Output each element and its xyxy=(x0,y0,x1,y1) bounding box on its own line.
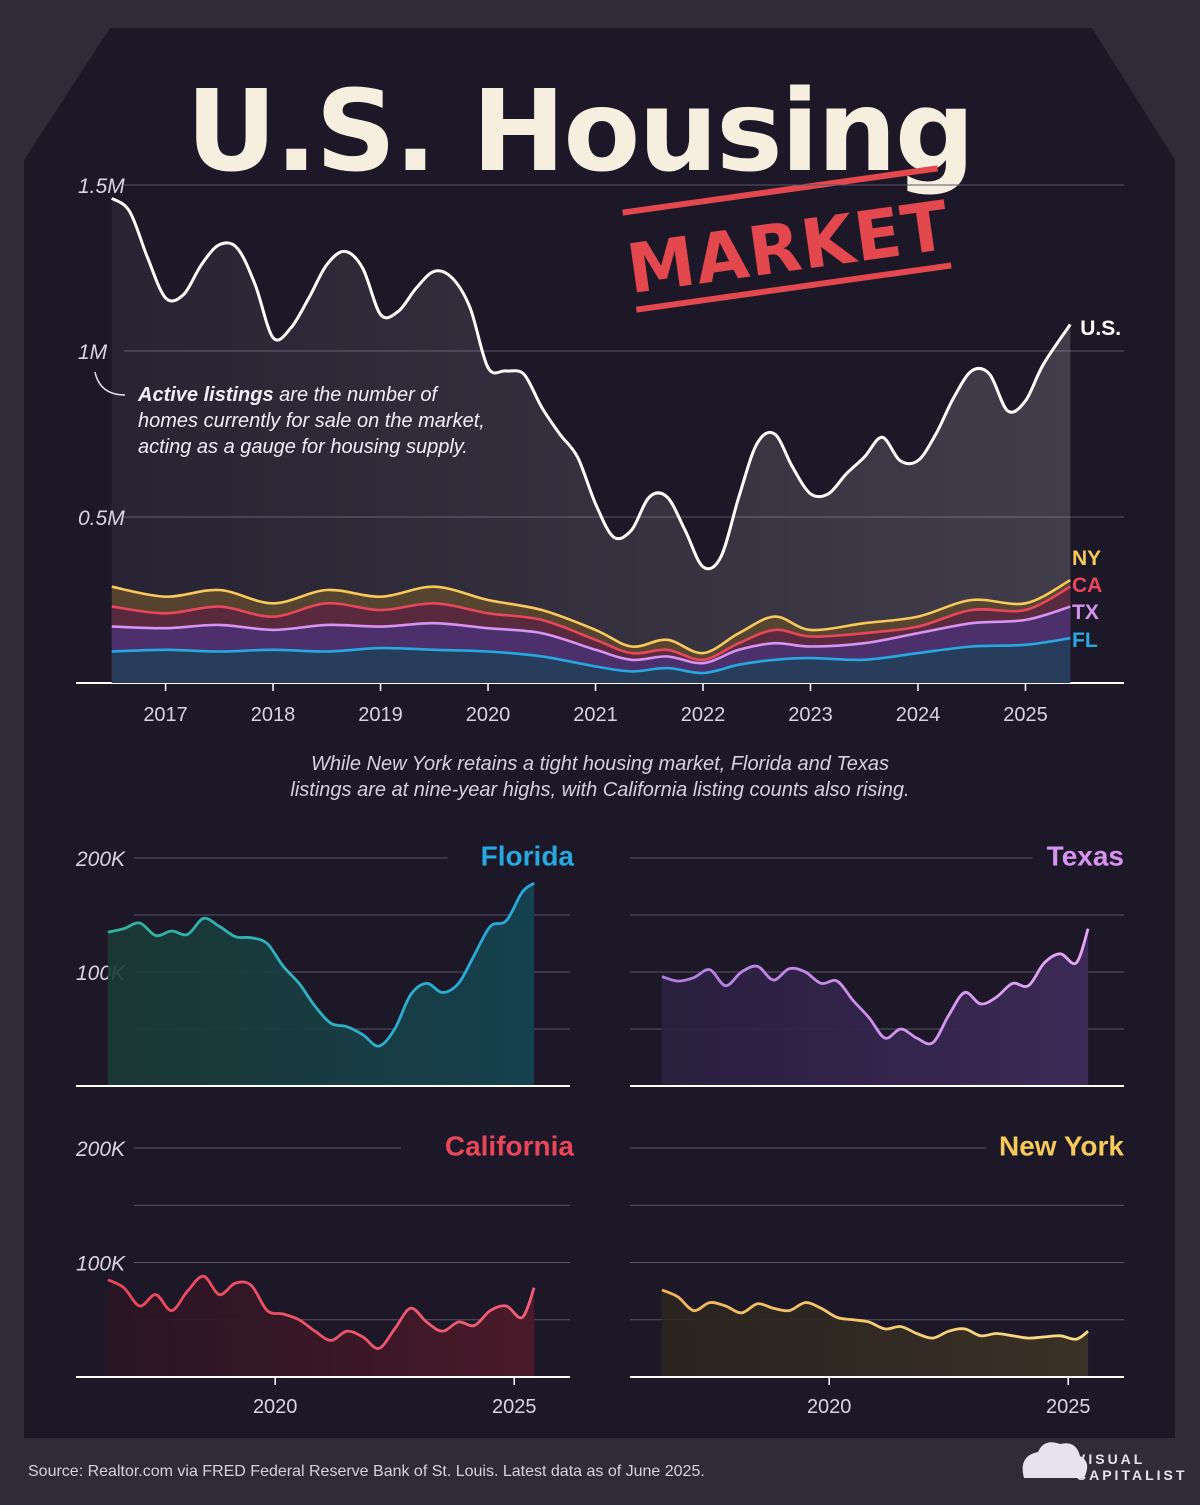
main-series-label-ca: CA xyxy=(1072,574,1102,597)
main-series-label-tx: TX xyxy=(1072,601,1099,624)
main-title: U.S. Housing xyxy=(186,67,973,197)
panel-title-ny: New York xyxy=(999,1130,1124,1161)
panel-title-tx: Texas xyxy=(1047,840,1124,871)
panel-ytick-label: 200K xyxy=(75,848,126,871)
main-series-label-fl: FL xyxy=(1072,629,1098,652)
main-line-us xyxy=(110,197,1072,571)
panel-tx: Texas xyxy=(630,840,1124,1087)
main-xtick-label: 2023 xyxy=(788,704,833,726)
stamp-bottom-bar xyxy=(635,262,952,313)
panel-ny: New York 2020 2025 xyxy=(630,1130,1124,1418)
main-line-fl xyxy=(111,636,1071,675)
panel-line-ca xyxy=(107,1274,536,1350)
panel-area-ca xyxy=(107,1276,535,1377)
panel-background xyxy=(24,28,1175,1438)
main-xtick-label: 2020 xyxy=(466,704,511,726)
source-note: Source: Realtor.com via FRED Federal Res… xyxy=(28,1463,705,1480)
main-area-us xyxy=(111,198,1071,684)
main-xtick-label: 2021 xyxy=(573,704,618,726)
panel-xtick-label: 2020 xyxy=(253,1396,298,1418)
panel-title-ca: California xyxy=(445,1130,575,1161)
panel-area-tx xyxy=(661,928,1089,1086)
stamp-top-bar xyxy=(622,165,938,216)
panel-title-fl: Florida xyxy=(481,840,575,871)
panel-ytick-label: 200K xyxy=(75,1138,126,1161)
subtitle-line-2: listings are at nine-year highs, with Ca… xyxy=(290,779,909,801)
panel-ytick-label: 100K xyxy=(76,1253,126,1276)
panel-ca: California 100K 200K 2020 2025 xyxy=(75,1130,574,1418)
annotation-rest: are the number of xyxy=(274,384,440,406)
main-area-fl xyxy=(111,638,1071,683)
brand-line-2: CAPITALIST xyxy=(1076,1467,1187,1483)
annotation-arrow xyxy=(94,371,126,396)
subtitle-line-1: While New York retains a tight housing m… xyxy=(311,753,889,775)
panel-xtick-label: 2025 xyxy=(492,1396,537,1418)
main-xtick-label: 2024 xyxy=(896,704,941,726)
main-line-ny xyxy=(111,578,1071,655)
panel-line-ny xyxy=(661,1288,1089,1341)
main-chart-labels: U.S. NY CA TX FL xyxy=(1072,317,1121,652)
brand-icon xyxy=(1022,1442,1088,1478)
panel-xtick-label: 2025 xyxy=(1046,1396,1091,1418)
panel-line-tx xyxy=(661,928,1090,1046)
panel-line-fl xyxy=(107,881,535,1048)
main-xtick-label: 2017 xyxy=(143,704,188,726)
annotation-line-2: homes currently for sale on the market, xyxy=(138,410,485,432)
annotation-bold: Active listings xyxy=(137,384,274,406)
panel-area-ny xyxy=(661,1290,1089,1377)
brand-line-1: VISUAL xyxy=(1076,1451,1145,1467)
annotation-line-3: acting as a gauge for housing supply. xyxy=(138,436,468,458)
main-line-ca xyxy=(111,585,1071,662)
main-ytick-label: 1.5M xyxy=(78,175,125,198)
brand-logo: VISUAL CAPITALIST xyxy=(1022,1442,1187,1483)
main-chart-lines xyxy=(110,197,1072,675)
main-series-label-ny: NY xyxy=(1072,547,1101,570)
main-xtick-label: 2019 xyxy=(358,704,403,726)
panel-area-fl xyxy=(107,883,535,1086)
annotation-line-1: Active listings are the number of xyxy=(137,384,439,406)
main-line-tx xyxy=(111,605,1071,665)
main-series-label-us: U.S. xyxy=(1080,317,1121,340)
panel-xtick-label: 2020 xyxy=(807,1396,852,1418)
main-ytick-label: 1M xyxy=(78,341,108,364)
annotation: Active listings are the number of homes … xyxy=(94,371,485,458)
main-xtick-label: 2025 xyxy=(1003,704,1048,726)
main-xtick-label: 2022 xyxy=(681,704,726,726)
main-xtick-label: 2018 xyxy=(251,704,296,726)
